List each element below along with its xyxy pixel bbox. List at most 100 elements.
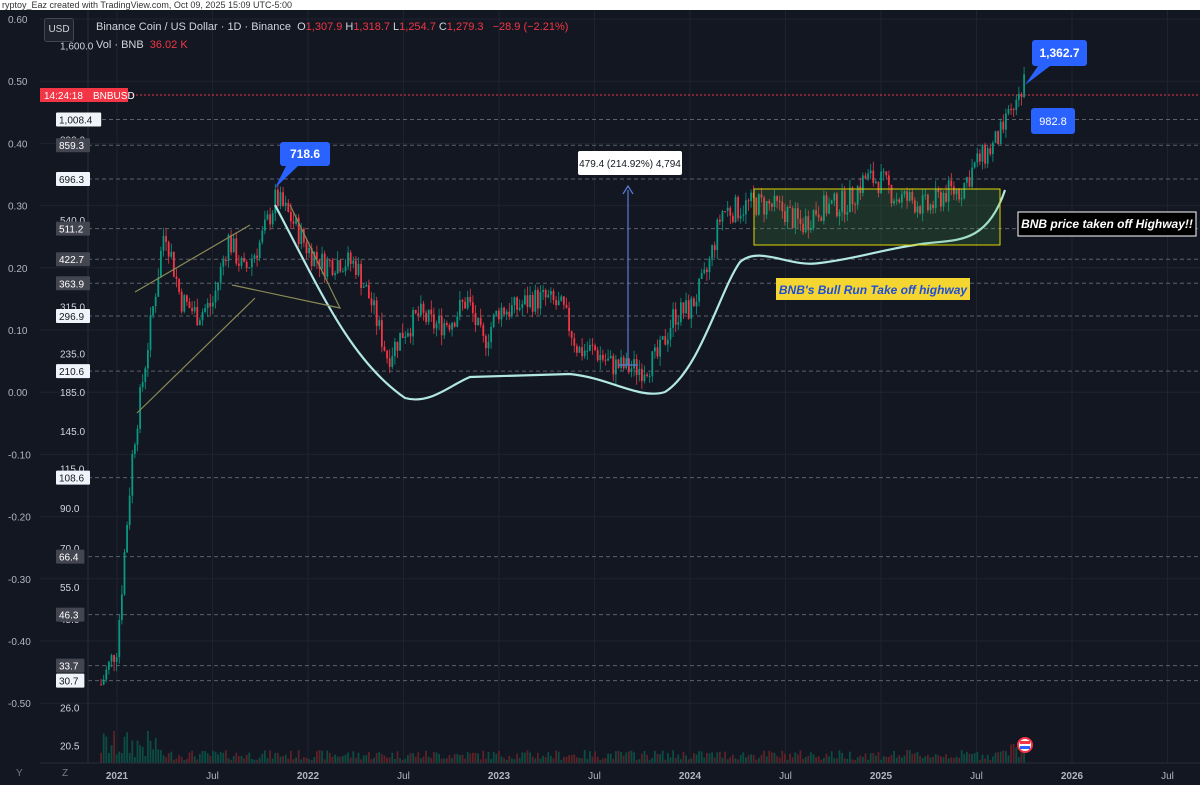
volume-bar (367, 752, 370, 763)
price-level-box (56, 221, 90, 236)
volume-bar (822, 757, 825, 763)
candle-body (157, 277, 160, 297)
volume-bar (583, 750, 586, 763)
x-axis-tick: Jul (779, 771, 792, 782)
candle-body (898, 199, 901, 203)
candle-body (1007, 108, 1010, 114)
volume-bar (739, 754, 742, 763)
volume-bar (240, 755, 243, 763)
volume-bar (841, 753, 843, 763)
symbol-title[interactable]: Binance Coin / US Dollar · 1D · Binance (96, 21, 292, 33)
left-axis-tick: 0.20 (8, 264, 28, 275)
volume-bar (126, 732, 128, 763)
candle-body (479, 317, 482, 326)
volume-bar (326, 750, 329, 763)
volume-bar (479, 759, 482, 763)
volume-bar (776, 755, 778, 763)
left-axis-tick: 0.30 (8, 202, 28, 213)
volume-bar (1002, 750, 1005, 763)
volume-bar (536, 752, 539, 763)
candle-body (534, 289, 537, 312)
candle-body (942, 192, 945, 207)
candle-body (716, 219, 719, 251)
volume-bar (204, 751, 206, 763)
y-axis-button[interactable]: Y (16, 768, 23, 779)
candle-body (747, 200, 750, 202)
candle-body (651, 351, 654, 376)
price-level-label: 859.3 (59, 141, 84, 152)
candle-body (726, 207, 729, 212)
candle-body (284, 202, 287, 206)
candle-body (352, 260, 355, 264)
volume-bar (404, 758, 407, 763)
volume-bar (731, 754, 734, 763)
volume-bar (487, 751, 490, 763)
volume-bar (867, 759, 869, 763)
candle-body (274, 189, 277, 214)
candle-body (913, 200, 916, 213)
candle-body (1017, 93, 1020, 100)
candle-body (354, 260, 357, 275)
candle-body (237, 263, 240, 266)
candle-body (833, 193, 836, 201)
volume-bar (596, 756, 599, 763)
candle-body (835, 193, 838, 217)
volume-bar (440, 758, 443, 763)
left-axis-tick: 0.60 (8, 15, 28, 26)
candle-body (770, 203, 773, 207)
volume-bar (677, 754, 680, 763)
z-axis-button[interactable]: Z (62, 768, 69, 779)
volume-bar (399, 758, 401, 763)
volume-bar (505, 759, 508, 763)
volume-bar (430, 757, 433, 763)
callout-1362-pointer (1025, 66, 1050, 85)
candle-body (386, 350, 388, 359)
volume-bar (802, 758, 804, 763)
candle-body (578, 347, 581, 353)
volume-bar (620, 752, 622, 763)
volume-label[interactable]: Vol · BNB (96, 39, 144, 51)
candle-body (939, 192, 942, 207)
volume-bar (851, 759, 854, 763)
candle-body (276, 189, 279, 206)
volume-bar (724, 751, 726, 763)
price-level-label: 363.9 (59, 279, 84, 290)
candle-body (471, 302, 474, 314)
volume-bar (362, 755, 365, 763)
candle-body (120, 594, 123, 621)
volume-bar (783, 753, 786, 763)
volume-bar (178, 755, 180, 763)
candle-body (523, 295, 526, 305)
volume-bar (900, 757, 903, 763)
candle-body (321, 253, 323, 269)
candle-body (256, 255, 258, 259)
volume-bar (1017, 757, 1020, 763)
x-axis-tick: 2026 (1061, 771, 1084, 782)
volume-bar (786, 759, 789, 763)
volume-bar (170, 751, 173, 763)
currency-button[interactable]: USD (44, 18, 74, 42)
candle-body (258, 242, 261, 259)
volume-bar (529, 752, 531, 763)
volume-bar (750, 754, 752, 763)
candle-body (737, 197, 739, 219)
candle-body (248, 267, 251, 269)
candle-body (820, 217, 823, 221)
drawings: 718.6 1,362.7 982.8 479.4 (214.92%) 4,794 BN… (134, 40, 1197, 753)
candle-body (885, 171, 888, 176)
candle-body (308, 247, 310, 254)
candle-body (219, 266, 222, 283)
candle-body (370, 298, 373, 306)
candle-body (425, 312, 427, 322)
volume-bar (250, 758, 253, 763)
volume-bar (123, 736, 126, 763)
volume-bar (508, 755, 511, 763)
candle-body (469, 296, 472, 303)
candle-body (921, 195, 924, 214)
candle-body (128, 495, 131, 525)
price-level-label: 33.7 (59, 662, 79, 673)
volume-bar (360, 759, 362, 763)
volume-bar (120, 753, 123, 763)
volume-bar (607, 753, 609, 763)
